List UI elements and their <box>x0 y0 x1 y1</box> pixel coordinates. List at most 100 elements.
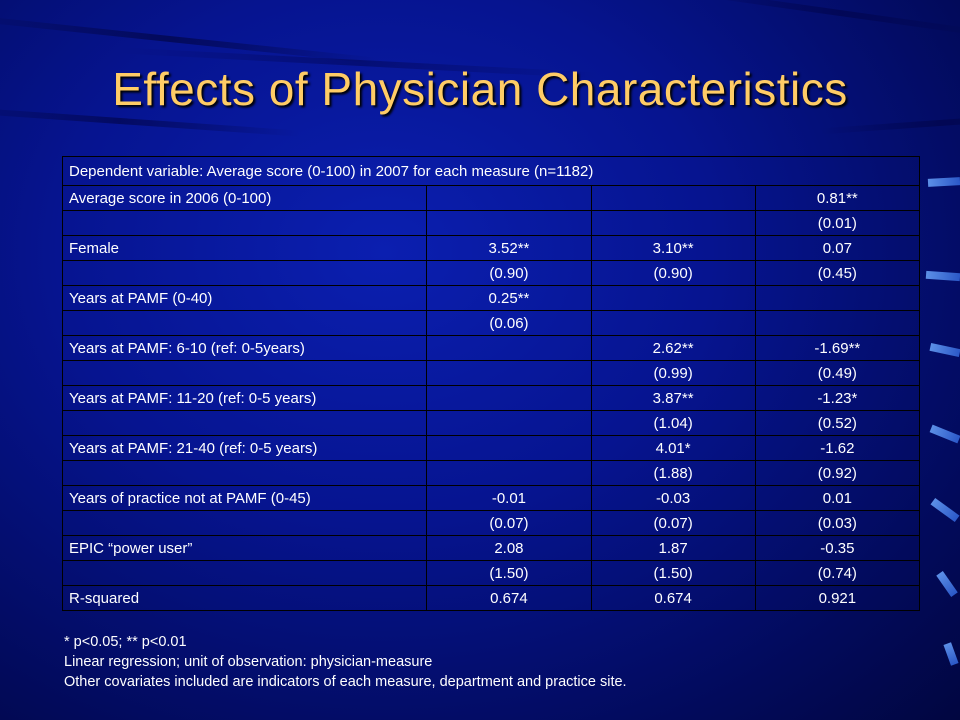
decorative-bar <box>927 177 960 187</box>
table-row: Years at PAMF: 21-40 (ref: 0-5 years) 4.0… <box>61 435 921 461</box>
row-label-cell: Years at PAMF (0-40) <box>61 285 428 311</box>
row-label-cell <box>61 560 428 586</box>
model-2-cell: 0.674 <box>590 585 756 611</box>
model-2-cell: -0.03 <box>590 485 756 511</box>
model-2-cell: (1.88) <box>590 460 756 486</box>
model-3-cell: (0.45) <box>754 260 921 286</box>
decorative-bar <box>929 424 960 444</box>
row-label-cell: R-squared <box>61 585 428 611</box>
model-3-cell: -1.62 <box>754 435 921 461</box>
model-2-cell: (1.04) <box>590 410 756 436</box>
model-2-cell <box>590 285 756 311</box>
row-label-cell: Average score in 2006 (0-100) <box>61 185 428 211</box>
model-3-cell: -0.35 <box>754 535 921 561</box>
table-row: EPIC “power user” 2.08 1.87 -0.35 <box>61 535 921 561</box>
row-label-cell: Years of practice not at PAMF (0-45) <box>61 485 428 511</box>
row-label-cell: EPIC “power user” <box>61 535 428 561</box>
table-row: (1.50) (1.50) (0.74) <box>61 560 921 586</box>
model-3-cell: (0.74) <box>754 560 921 586</box>
method-note: Linear regression; unit of observation: … <box>64 654 433 670</box>
row-label-cell <box>61 460 428 486</box>
model-3-cell: 0.81** <box>754 185 921 211</box>
table-header-cell: Dependent variable: Average score (0-100… <box>62 156 920 186</box>
covariates-note: Other covariates included are indicators… <box>64 674 627 690</box>
model-1-cell <box>426 210 592 236</box>
model-3-cell: 0.921 <box>754 585 921 611</box>
model-1-cell <box>426 185 592 211</box>
model-1-cell: 2.08 <box>426 535 592 561</box>
table-row: (0.99) (0.49) <box>61 360 921 386</box>
table-row: Female 3.52** 3.10** 0.07 <box>61 235 921 261</box>
table-row: (1.88) (0.92) <box>61 460 921 486</box>
model-1-cell: (0.90) <box>426 260 592 286</box>
model-1-cell: (0.06) <box>426 310 592 336</box>
table-row: (0.07) (0.07) (0.03) <box>61 510 921 536</box>
row-label-cell <box>61 210 428 236</box>
model-2-cell: (0.07) <box>590 510 756 536</box>
model-2-cell <box>590 310 756 336</box>
decorative-bar <box>930 497 960 523</box>
model-3-cell: -1.69** <box>754 335 921 361</box>
model-3-cell: (0.92) <box>754 460 921 486</box>
model-1-cell: (1.50) <box>426 560 592 586</box>
table-row: Years of practice not at PAMF (0-45) -0.0… <box>61 485 921 511</box>
background-streak <box>681 0 960 39</box>
slide-title: Effects of Physician Characteristics <box>112 63 848 115</box>
model-1-cell: (0.07) <box>426 510 592 536</box>
decorative-bar <box>943 642 959 666</box>
row-label-cell <box>61 310 428 336</box>
decorative-bar <box>936 571 958 597</box>
footnotes: * p<0.05; ** p<0.01 Linear regression; u… <box>64 632 627 692</box>
table-row: Years at PAMF: 6-10 (ref: 0-5years) 2.62*… <box>61 335 921 361</box>
model-1-cell <box>426 360 592 386</box>
model-2-cell: 2.62** <box>590 335 756 361</box>
table-row: R-squared 0.674 0.674 0.921 <box>61 585 921 611</box>
model-1-cell <box>426 335 592 361</box>
model-2-cell: (0.90) <box>590 260 756 286</box>
model-1-cell: -0.01 <box>426 485 592 511</box>
model-1-cell <box>426 385 592 411</box>
model-3-cell: 0.07 <box>754 235 921 261</box>
table-row: Years at PAMF: 11-20 (ref: 0-5 years) 3.8… <box>61 385 921 411</box>
table-row: (0.06) <box>61 310 921 336</box>
row-label-cell: Years at PAMF: 21-40 (ref: 0-5 years) <box>61 435 428 461</box>
model-2-cell: (0.99) <box>590 360 756 386</box>
row-label-cell <box>61 360 428 386</box>
row-label-cell <box>61 410 428 436</box>
table-header-row: Dependent variable: Average score (0-100… <box>62 156 920 186</box>
model-2-cell: (1.50) <box>590 560 756 586</box>
significance-note: * p<0.05; ** p<0.01 <box>64 634 187 650</box>
model-3-cell: (0.49) <box>754 360 921 386</box>
model-2-cell: 4.01* <box>590 435 756 461</box>
decorative-bar <box>925 270 960 282</box>
model-1-cell: 3.52** <box>426 235 592 261</box>
model-2-cell <box>590 185 756 211</box>
row-label-cell: Years at PAMF: 11-20 (ref: 0-5 years) <box>61 385 428 411</box>
table-row: Average score in 2006 (0-100) 0.81** <box>61 185 921 211</box>
decorative-bar <box>929 342 960 358</box>
table-row: Years at PAMF (0-40) 0.25** <box>61 285 921 311</box>
model-2-cell: 3.10** <box>590 235 756 261</box>
model-1-cell: 0.25** <box>426 285 592 311</box>
model-3-cell: (0.01) <box>754 210 921 236</box>
model-2-cell: 1.87 <box>590 535 756 561</box>
model-2-cell <box>590 210 756 236</box>
model-3-cell <box>754 310 921 336</box>
regression-table: Dependent variable: Average score (0-100… <box>61 156 921 611</box>
model-1-cell <box>426 435 592 461</box>
model-3-cell <box>754 285 921 311</box>
row-label-cell: Years at PAMF: 6-10 (ref: 0-5years) <box>61 335 428 361</box>
model-1-cell <box>426 460 592 486</box>
table-row: (0.90) (0.90) (0.45) <box>61 260 921 286</box>
row-label-cell <box>61 510 428 536</box>
model-3-cell: (0.52) <box>754 410 921 436</box>
row-label-cell: Female <box>61 235 428 261</box>
model-3-cell: (0.03) <box>754 510 921 536</box>
table-row: (1.04) (0.52) <box>61 410 921 436</box>
row-label-cell <box>61 260 428 286</box>
model-3-cell: 0.01 <box>754 485 921 511</box>
model-2-cell: 3.87** <box>590 385 756 411</box>
model-1-cell: 0.674 <box>426 585 592 611</box>
model-3-cell: -1.23* <box>754 385 921 411</box>
model-1-cell <box>426 410 592 436</box>
